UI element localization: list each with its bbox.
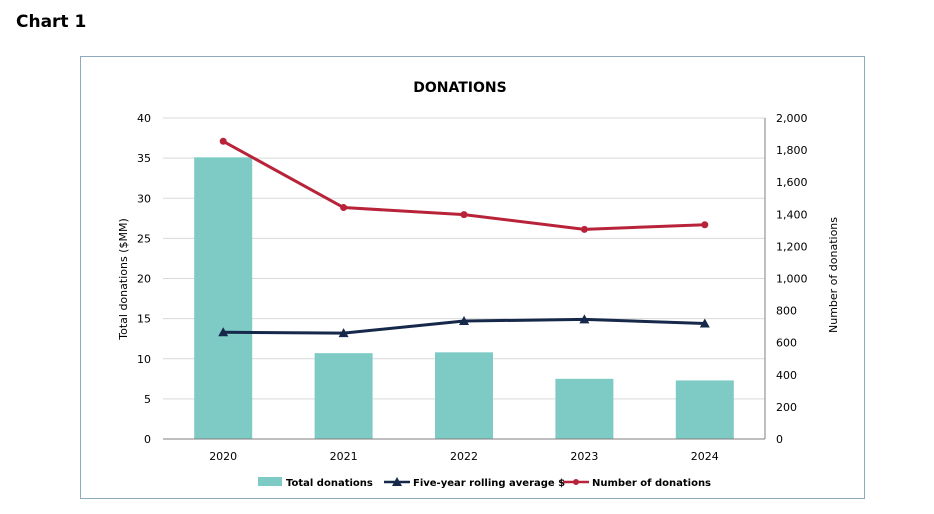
point-number-of-donations: [580, 225, 588, 233]
left-axis-label: Total donations ($MM): [117, 218, 130, 340]
left-tick-label: 15: [137, 313, 151, 326]
right-tick-label: 1,400: [776, 208, 808, 221]
legend-label: Five-year rolling average $: [413, 478, 565, 489]
chart-title: DONATIONS: [413, 80, 506, 96]
left-tick-label: 35: [137, 152, 151, 165]
left-tick-label: 20: [137, 273, 151, 286]
left-axis-ticks: 0 5 10 15 20 25 30 35 40: [137, 112, 151, 446]
point-number-of-donations: [701, 221, 709, 229]
bar-total-donations: [675, 380, 734, 439]
left-tick-label: 10: [137, 353, 151, 366]
right-tick-label: 400: [776, 369, 797, 382]
point-rolling-average: [699, 318, 710, 328]
line-series: [218, 137, 710, 338]
x-tick-label: 2024: [691, 450, 719, 463]
legend-marker-circle: [573, 479, 579, 485]
right-tick-label: 1,800: [776, 144, 808, 157]
axes: [163, 118, 766, 440]
left-tick-label: 5: [144, 393, 151, 406]
right-axis-ticks: 0 200 400 600 800 1,000 1,200 1,400 1,600 1,800 2,…: [776, 112, 808, 446]
right-tick-label: 1,600: [776, 176, 808, 189]
point-number-of-donations: [340, 204, 348, 212]
bar-total-donations: [435, 352, 493, 439]
right-tick-label: 600: [776, 337, 797, 350]
right-axis-label: Number of donations: [827, 217, 840, 333]
point-rolling-average: [579, 314, 590, 324]
x-axis-ticks: 2020 2021 2022 2023 2024: [209, 450, 719, 463]
page-heading: Chart 1: [16, 12, 87, 32]
legend-marker-triangle: [392, 477, 402, 486]
point-rolling-average: [459, 316, 469, 326]
point-number-of-donations: [219, 137, 227, 145]
point-rolling-average: [218, 327, 229, 337]
left-tick-label: 40: [137, 112, 151, 125]
bar-series: [194, 157, 734, 439]
right-tick-label: 0: [776, 433, 783, 446]
right-tick-label: 2,000: [776, 112, 808, 125]
x-tick-label: 2023: [570, 450, 598, 463]
right-tick-label: 200: [776, 401, 797, 414]
point-number-of-donations: [460, 211, 468, 219]
point-rolling-average: [338, 328, 349, 338]
x-tick-label: 2021: [330, 450, 358, 463]
left-tick-label: 0: [144, 433, 151, 446]
right-tick-label: 1,200: [776, 240, 808, 253]
x-tick-label: 2022: [450, 450, 478, 463]
legend-label: Number of donations: [592, 478, 711, 489]
left-tick-label: 25: [137, 232, 151, 245]
bar-total-donations: [194, 157, 253, 439]
legend: Total donations Five-year rolling average…: [258, 477, 711, 489]
bar-total-donations: [555, 378, 614, 439]
left-tick-label: 30: [137, 192, 151, 205]
legend-swatch-total-donations: [258, 477, 282, 486]
right-tick-label: 1,000: [776, 273, 808, 286]
legend-label: Total donations: [286, 478, 373, 489]
right-tick-label: 800: [776, 305, 797, 318]
bar-total-donations: [314, 353, 373, 439]
x-tick-label: 2020: [209, 450, 237, 463]
